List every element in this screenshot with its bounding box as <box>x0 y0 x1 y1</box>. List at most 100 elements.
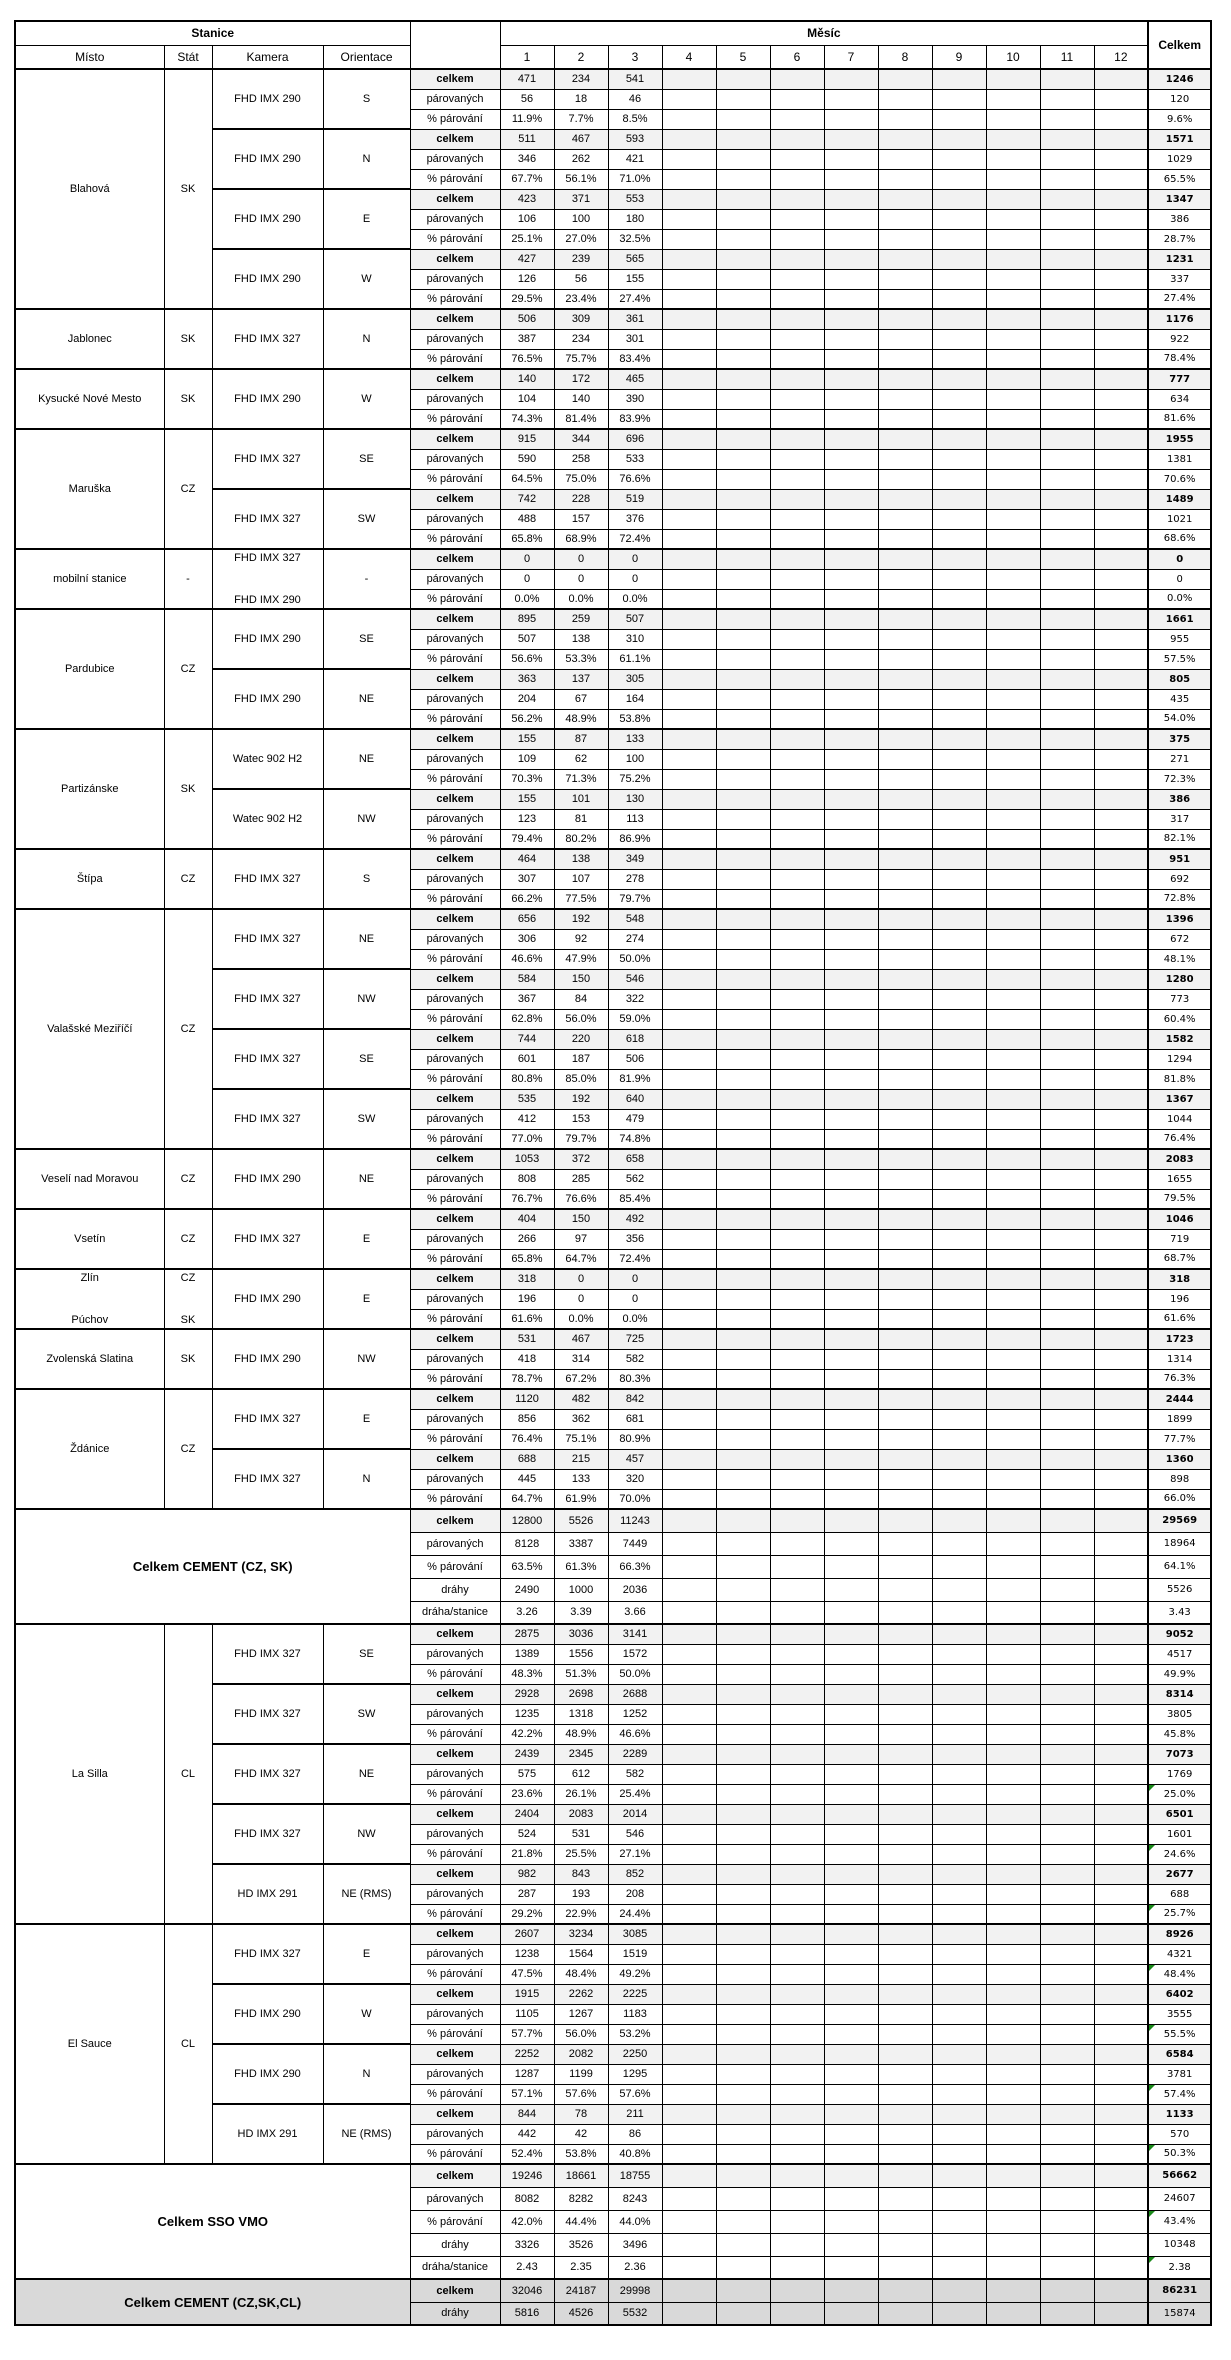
month-cell-empty <box>661 1368 717 1390</box>
month-cell-empty <box>1093 1903 1149 1925</box>
month-cell-empty <box>1093 1288 1149 1310</box>
header-month-4: 4 <box>661 44 717 70</box>
month-cell-empty <box>823 1983 879 2005</box>
total-value: 1360 <box>1147 1448 1212 1470</box>
camera-kamera: HD IMX 291 <box>211 1863 324 1925</box>
month-value: 278 <box>607 868 663 890</box>
month-cell-empty <box>1093 288 1149 310</box>
month-cell-empty <box>877 1508 933 1533</box>
month-cell-empty <box>661 968 717 990</box>
month-value: 1564 <box>553 1943 609 1965</box>
month-cell-empty <box>823 1783 879 1805</box>
month-cell-empty <box>985 1508 1041 1533</box>
camera-kamera: FHD IMX 290 <box>211 668 324 730</box>
month-cell-empty <box>661 1248 717 1270</box>
month-cell-empty <box>985 1863 1041 1885</box>
month-cell-empty <box>823 2043 879 2065</box>
month-cell-empty <box>661 1488 717 1510</box>
month-cell-empty <box>715 388 771 410</box>
month-cell-empty <box>931 2123 987 2145</box>
month-cell-empty <box>931 488 987 510</box>
month-value: 349 <box>607 848 663 870</box>
month-cell-empty <box>823 868 879 890</box>
table-row: % párování 56.6% 53.3% 61.1% 57.5% <box>15 648 1212 670</box>
month-cell-empty <box>877 2301 933 2326</box>
month-value: 1915 <box>499 1983 555 2005</box>
month-cell-empty <box>715 1803 771 1825</box>
row-label-drahy: dráhy <box>409 2232 501 2257</box>
month-cell-empty <box>769 1348 825 1370</box>
month-cell-empty <box>877 1088 933 1110</box>
month-value: 32.5% <box>607 228 663 250</box>
month-cell-empty <box>985 1488 1041 1510</box>
camera-kamera: FHD IMX 290 <box>211 608 324 670</box>
month-cell-empty <box>661 1008 717 1030</box>
station-misto-line: Zlín <box>80 1272 99 1284</box>
month-cell-empty <box>661 1408 717 1430</box>
total-value: 2677 <box>1147 1863 1212 1885</box>
month-cell-empty <box>985 808 1041 830</box>
month-cell-empty <box>931 868 987 890</box>
month-cell-empty <box>1093 348 1149 370</box>
month-cell-empty <box>931 1168 987 1190</box>
month-cell-empty <box>1039 1268 1095 1290</box>
month-cell-empty <box>1039 1408 1095 1430</box>
month-cell-empty <box>1093 1623 1149 1645</box>
total-value: 634 <box>1147 388 1212 410</box>
row-label-celkem: celkem <box>409 2043 501 2065</box>
month-cell-empty <box>1093 1723 1149 1745</box>
month-value: 1199 <box>553 2063 609 2085</box>
station-misto: La Silla <box>14 1623 165 1925</box>
total-value: 1246 <box>1147 68 1212 90</box>
month-cell-empty <box>715 528 771 550</box>
total-value: 45.8% <box>1147 1723 1212 1745</box>
month-cell-empty <box>877 1843 933 1865</box>
month-cell-empty <box>661 988 717 1010</box>
table-row: párovaných 196 0 0 196 <box>15 1288 1212 1310</box>
month-cell-empty <box>823 1488 879 1510</box>
camera-orientace: S <box>322 848 411 910</box>
row-label-pct: % párování <box>409 1308 501 1330</box>
header-month-5: 5 <box>715 44 771 70</box>
month-cell-empty <box>715 748 771 770</box>
month-cell-empty <box>823 1763 879 1785</box>
month-cell-empty <box>1093 188 1149 210</box>
month-cell-empty <box>715 1368 771 1390</box>
month-cell-empty <box>877 1008 933 1030</box>
month-cell-empty <box>823 1823 879 1845</box>
total-value: 77.7% <box>1147 1428 1212 1450</box>
month-value: 62 <box>553 748 609 770</box>
month-cell-empty <box>877 1388 933 1410</box>
row-label-celkem: celkem <box>409 2278 501 2303</box>
month-cell-empty <box>1093 1783 1149 1805</box>
month-cell-empty <box>931 588 987 610</box>
month-cell-empty <box>1039 2023 1095 2045</box>
month-cell-empty <box>877 1428 933 1450</box>
month-value: 1000 <box>553 1577 609 1602</box>
table-row: % párování 52.4% 53.8% 40.8% 50.3% <box>15 2143 1212 2165</box>
month-cell-empty <box>661 2023 717 2045</box>
month-value: 25.5% <box>553 1843 609 1865</box>
header-row-1: Stanice Měsíc Celkem <box>14 20 1212 70</box>
month-cell-empty <box>769 1643 825 1665</box>
month-cell-empty <box>715 1068 771 1090</box>
station-stat: CZ <box>163 1388 213 1510</box>
row-label-celkem: celkem <box>409 1803 501 1825</box>
month-cell-empty <box>1039 568 1095 590</box>
table-row: Veselí nad Moravou CZ FHD IMX 290 NE celkem 1… <box>14 1148 1212 1210</box>
month-cell-empty <box>931 248 987 270</box>
month-value: 844 <box>499 2103 555 2125</box>
row-label-pct: % párování <box>409 2209 501 2234</box>
station-misto: Maruška <box>14 428 165 550</box>
month-cell-empty <box>985 668 1041 690</box>
total-value: 76.4% <box>1147 1128 1212 1150</box>
month-cell-empty <box>823 1663 879 1685</box>
month-cell-empty <box>985 428 1041 450</box>
row-label-parovanych: párovaných <box>409 1048 501 1070</box>
month-value: 64.7% <box>499 1488 555 1510</box>
station-misto: Kysucké Nové Mesto <box>14 368 165 430</box>
total-value: 6402 <box>1147 1983 1212 2005</box>
month-cell-empty <box>985 2232 1041 2257</box>
month-value: 1389 <box>499 1643 555 1665</box>
